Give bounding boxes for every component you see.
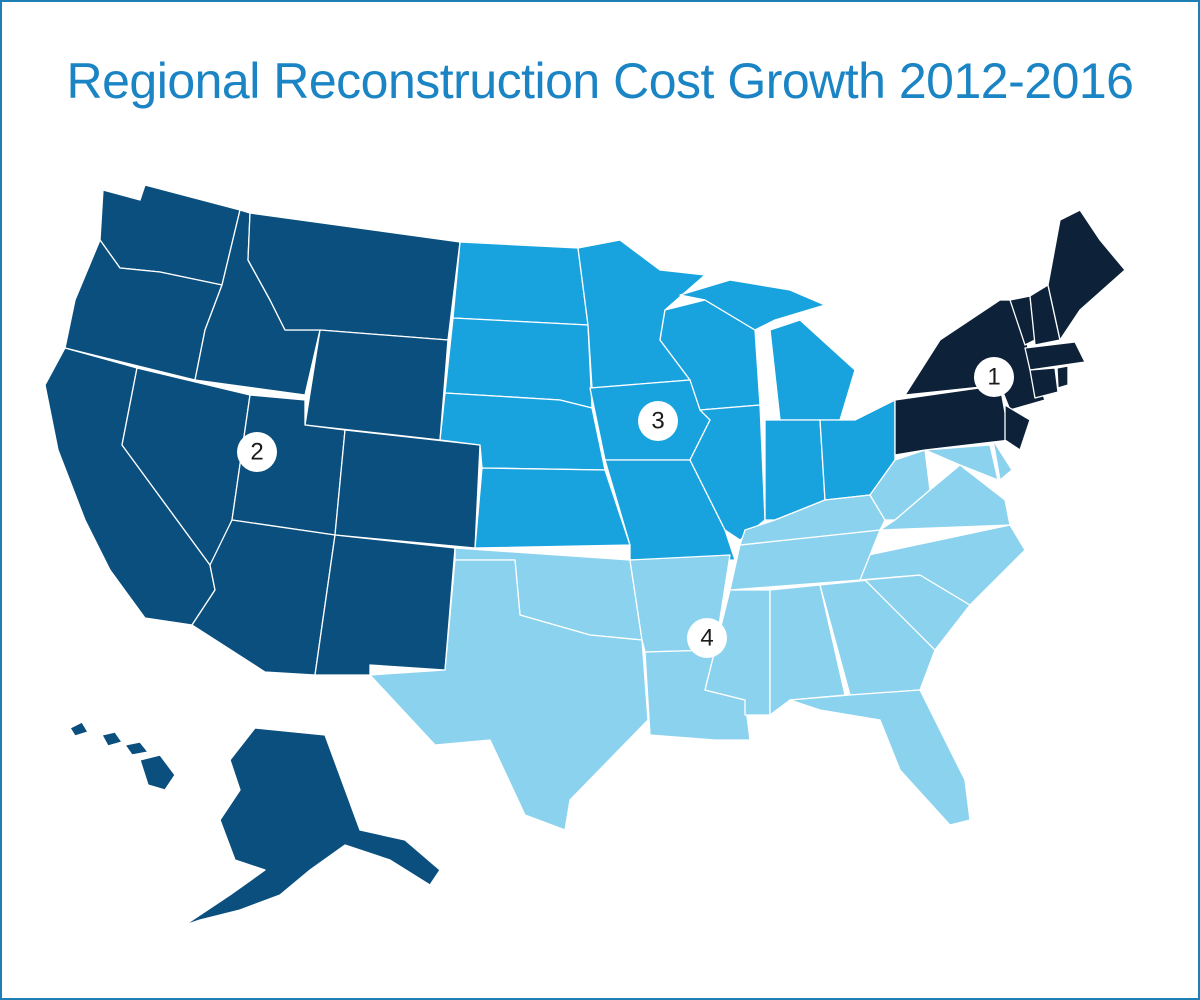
region-2-west bbox=[44, 184, 481, 926]
state-michigan bbox=[769, 319, 856, 421]
map-title: Regional Reconstruction Cost Growth 2012… bbox=[66, 53, 1134, 109]
region-3-label: 3 bbox=[651, 408, 664, 435]
state-north-dakota bbox=[452, 241, 589, 326]
state-alaska bbox=[184, 727, 441, 926]
state-massachusetts bbox=[1024, 341, 1086, 371]
state-hawaii-3 bbox=[124, 741, 149, 756]
region-3-midwest bbox=[439, 239, 896, 561]
state-hawaii-4 bbox=[139, 754, 176, 791]
region-1-northeast bbox=[894, 209, 1126, 456]
state-hawaii-1 bbox=[69, 721, 89, 737]
state-maryland bbox=[924, 444, 999, 481]
region-4-marker: 4 bbox=[687, 618, 727, 658]
state-michigan-upper bbox=[679, 279, 826, 331]
state-hawaii-2 bbox=[101, 731, 123, 747]
state-delaware bbox=[992, 439, 1013, 481]
state-new-jersey bbox=[1004, 404, 1031, 451]
state-maine bbox=[1047, 209, 1126, 341]
region-4-label: 4 bbox=[700, 625, 713, 652]
state-montana bbox=[247, 212, 461, 341]
state-wyoming bbox=[304, 329, 449, 441]
state-connecticut bbox=[1029, 367, 1059, 399]
region-4-south bbox=[369, 439, 1026, 831]
state-kansas bbox=[474, 467, 631, 549]
region-1-marker: 1 bbox=[974, 357, 1014, 397]
state-florida bbox=[789, 689, 971, 826]
state-colorado bbox=[334, 429, 481, 549]
state-texas bbox=[369, 559, 649, 831]
region-1-label: 1 bbox=[987, 364, 1000, 391]
state-illinois bbox=[689, 404, 766, 541]
state-new-mexico bbox=[314, 534, 456, 676]
region-2-label: 2 bbox=[250, 439, 263, 466]
state-georgia bbox=[819, 579, 936, 696]
region-3-marker: 3 bbox=[638, 401, 678, 441]
state-rhode-island bbox=[1056, 365, 1069, 389]
region-2-marker: 2 bbox=[237, 432, 277, 472]
